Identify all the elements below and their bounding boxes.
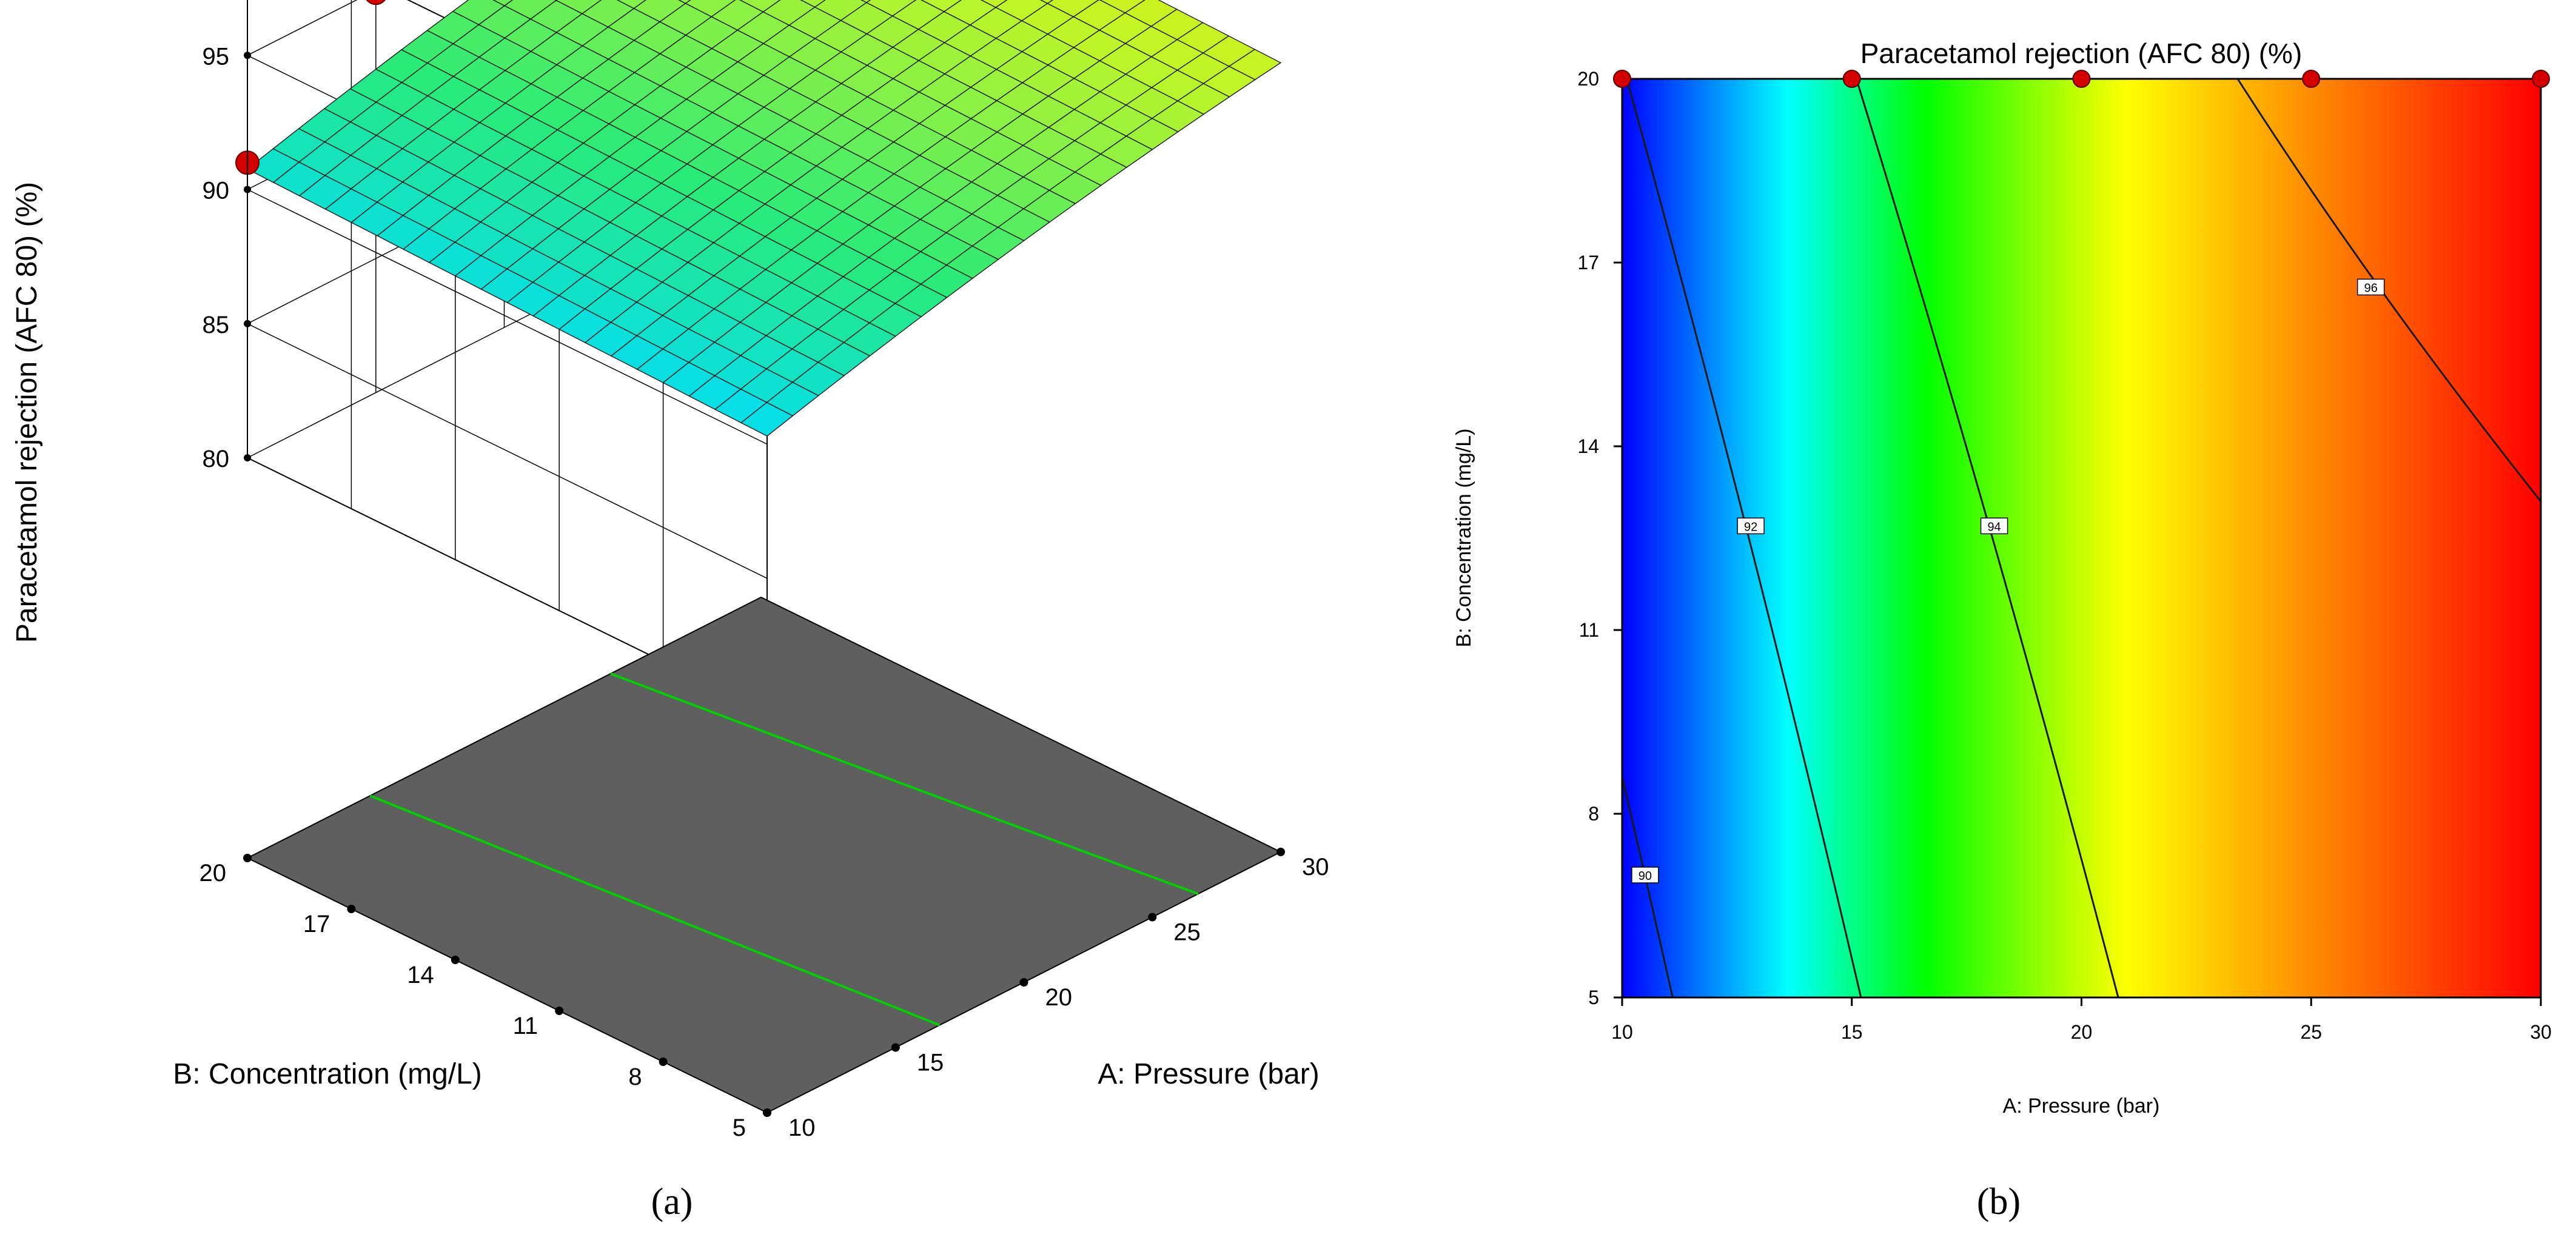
y-tick-label: 14 <box>1577 435 1599 457</box>
response-surface <box>246 0 1282 437</box>
y-tick-mark <box>347 905 356 913</box>
z-tick-mark <box>244 52 251 59</box>
contour-label-box <box>1980 517 2008 535</box>
front-axes <box>243 0 1285 1117</box>
floor-contour-line <box>610 672 1199 896</box>
x-tick-mark <box>1019 978 1028 987</box>
contour-label-box <box>1631 867 1659 883</box>
y-tick-mark <box>659 1058 668 1066</box>
x-tick-label: 25 <box>1173 919 1201 946</box>
contour-labels: 90 92 94 96 <box>1631 278 2385 883</box>
y-tick-mark <box>243 854 252 862</box>
y-axis-label-3d: B: Concentration (mg/L) <box>173 1058 482 1090</box>
x-tick-label: 15 <box>917 1050 944 1076</box>
x-tick-label: 10 <box>788 1115 816 1141</box>
floor-polygon <box>246 596 1283 1114</box>
x-tick-mark <box>1148 913 1157 922</box>
x-tick-label: 30 <box>1302 854 1329 880</box>
surface-cell <box>980 0 1008 8</box>
x-tick-mark <box>891 1043 900 1052</box>
z-tick-mark <box>244 454 251 461</box>
x-axis-label-2d: A: Pressure (bar) <box>2003 1095 2160 1118</box>
contour-label: 90 <box>1639 870 1652 883</box>
x-tick-label: 15 <box>1841 1021 1863 1043</box>
x-axis-label-3d: A: Pressure (bar) <box>1098 1058 1319 1090</box>
z-tick-label: 85 <box>203 312 230 338</box>
x-tick-label: 30 <box>2530 1021 2552 1043</box>
x-tick-mark <box>763 1108 771 1117</box>
y-tick-mark <box>451 956 460 964</box>
floor-plane <box>246 596 1283 1114</box>
surface-cell <box>616 0 646 9</box>
y-tick-label: 5 <box>733 1115 746 1141</box>
surface-cell <box>1039 0 1054 4</box>
z-tick-mark <box>244 186 251 193</box>
y-tick-label: 17 <box>1577 252 1599 273</box>
contour-plot-panel-b: 90 92 94 96 10 15 20 25 30 5 8 11 14 17 20 Paracetamo… <box>1452 38 2552 1222</box>
surface-cell <box>800 0 826 8</box>
y-tick-mark <box>555 1007 564 1015</box>
y-tick-label: 11 <box>1579 619 1599 641</box>
x-tick-label: 25 <box>2300 1021 2322 1043</box>
grid-line-z <box>247 0 358 56</box>
z-tick-label: 95 <box>203 43 230 70</box>
design-point-2d <box>2532 70 2550 88</box>
x-tick-mark <box>1276 848 1285 856</box>
z-axis-label: Paracetamol rejection (AFC 80) (%) <box>11 182 43 643</box>
design-points-2d <box>1613 70 2550 88</box>
z-tick-mark <box>244 320 251 327</box>
y-tick-label: 14 <box>407 962 434 988</box>
z-tick-label: 80 <box>203 446 230 472</box>
y-tick-label: 8 <box>1588 803 1599 825</box>
design-point-2d <box>1613 70 1631 88</box>
x-tick-label: 20 <box>2071 1021 2093 1043</box>
y-tick-label: 20 <box>1577 68 1599 90</box>
y-tick-label: 8 <box>628 1064 642 1090</box>
y-axis-label-2d: B: Concentration (mg/L) <box>1452 429 1475 648</box>
axis-ticks-2d: 10 15 20 25 30 5 8 11 14 17 20 <box>1577 68 2551 1043</box>
surface-cell <box>492 0 514 7</box>
floor-contour-line <box>369 794 941 1027</box>
contour-title: Paracetamol rejection (AFC 80) (%) <box>1860 38 2303 69</box>
y-tick-label: 11 <box>513 1013 538 1039</box>
grid-line-z <box>247 189 768 445</box>
contour-label: 92 <box>1744 520 1757 534</box>
panel-label-b: (b) <box>1977 1181 2021 1222</box>
design-point-2d <box>2072 70 2091 88</box>
y-tick-label: 5 <box>1588 987 1599 1008</box>
contour-label-box <box>2356 278 2385 296</box>
tick-labels-3d: 8085909510058111417201015202530 <box>200 43 1329 1141</box>
contour-fill <box>1622 79 2541 997</box>
surface-cell <box>678 0 691 4</box>
design-point-2d <box>1842 70 1861 88</box>
surface-plot-panel-a: 8085909510058111417201015202530 Paraceta… <box>11 0 1329 1222</box>
design-point-2d <box>2302 70 2321 88</box>
x-tick-label: 10 <box>1611 1021 1633 1043</box>
y-tick-label: 20 <box>200 860 227 887</box>
contour-label-box <box>1737 517 1765 535</box>
y-tick-label: 17 <box>303 911 330 937</box>
x-tick-label: 20 <box>1045 984 1073 1011</box>
contour-label: 96 <box>2364 281 2378 295</box>
design-point-3d <box>366 0 386 5</box>
surface-cell <box>740 401 794 437</box>
panel-label-a: (a) <box>651 1181 693 1222</box>
grid-line-z <box>247 323 768 579</box>
z-tick-label: 90 <box>203 178 230 204</box>
contour-label: 94 <box>1987 520 2001 534</box>
surface-cell <box>860 0 871 4</box>
